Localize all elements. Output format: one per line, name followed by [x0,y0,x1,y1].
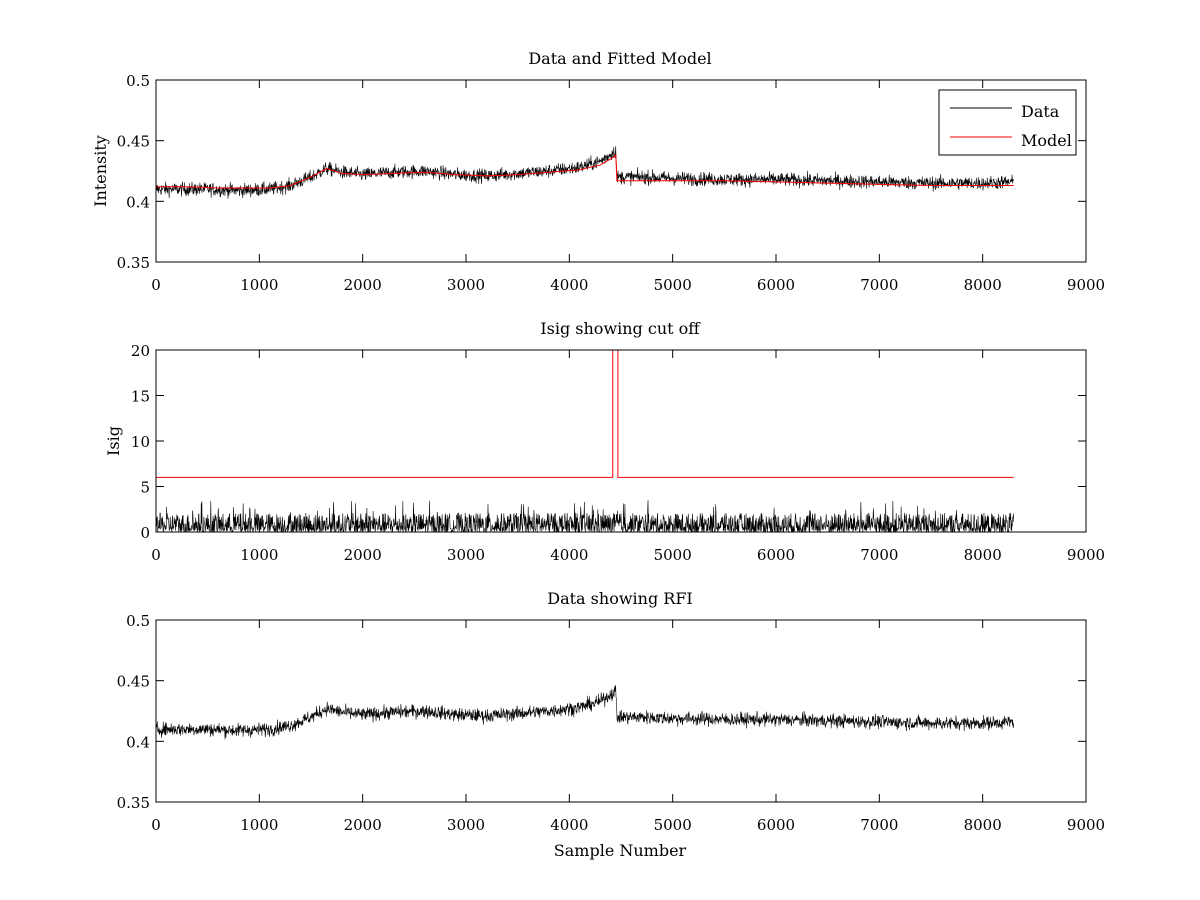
panel-3-series-1 [156,685,1014,740]
panel-2: Isig showing cut off Isig 0 1000 2000 3000 4… [104,319,1105,564]
panel-1-plot: 0 1000 2000 3000 4000 5000 6000 7000 8000 9000 0.3… [117,72,1106,294]
panel-2-title: Isig showing cut off [540,319,701,338]
panel-3-xtick-label: 5000 [654,816,692,834]
panel-2-xtick-label: 5000 [654,546,692,564]
panel-1-xtick-label: 3000 [447,276,485,294]
panel-3-plot: 0 1000 2000 3000 4000 5000 6000 7000 8000 9000 0.3… [117,612,1106,834]
panel-3-ytick-label: 0.45 [117,673,150,691]
legend-model-label: Model [1021,131,1072,150]
panel-1-xtick-label: 6000 [757,276,795,294]
panel-1-xtick-label: 2000 [344,276,382,294]
panel-3-xtick-label: 9000 [1067,816,1105,834]
panel-1-legend: Data Model [938,89,1077,156]
panel-2-ytick-label: 10 [131,433,150,451]
panel-1-series-2 [156,154,1014,189]
panel-1-axes-box [155,79,1087,263]
panel-3-axes-box [155,619,1087,803]
panel-1-xtick-label: 7000 [860,276,898,294]
panel-2-ytick-label: 5 [140,479,150,497]
panel-2-xtick-label: 6000 [757,546,795,564]
panel-3-xtick-label: 0 [151,816,161,834]
panel-3-ytick-label: 0.4 [126,733,150,751]
panel-2-series-2 [156,350,1014,478]
panel-2-xtick-label: 7000 [860,546,898,564]
panel-2-ytick-label: 20 [131,342,150,360]
panel-2-xtick-label: 4000 [550,546,588,564]
panel-2-xtick-label: 3000 [447,546,485,564]
panel-3-title: Data showing RFI [547,589,692,608]
panel-3-xtick-label: 6000 [757,816,795,834]
panel-2-ytick-label: 15 [131,388,150,406]
panel-1-xtick-label: 1000 [240,276,278,294]
panel-3-xtick-label: 3000 [447,816,485,834]
panel-1-xtick-label: 4000 [550,276,588,294]
panel-2-series-1 [156,500,1014,532]
panel-3-xtick-label: 1000 [240,816,278,834]
plot-area-2 [156,350,1014,532]
plot-area-3 [156,685,1014,740]
plot-area-1 [156,146,1014,199]
panel-1-title: Data and Fitted Model [528,49,711,68]
panel-1-ytick-label: 0.4 [126,193,150,211]
legend-data-label: Data [1021,102,1060,121]
panel-3-ytick-label: 0.35 [117,794,150,812]
panel-1: Data and Fitted Model Intensity 0 1000 200… [91,49,1105,294]
panel-2-plot: 0 1000 2000 3000 4000 5000 6000 7000 8000 9000 0 5 1… [131,342,1105,564]
panel-2-ytick-label: 0 [140,524,150,542]
panel-2-xtick-label: 1000 [240,546,278,564]
panel-2-ylabel: Isig [104,426,123,456]
panel-3-xtick-label: 7000 [860,816,898,834]
panel-1-ytick-label: 0.5 [126,72,150,90]
panel-1-ytick-label: 0.35 [117,254,150,272]
panel-3-xtick-label: 8000 [964,816,1002,834]
panel-1-series-1 [156,146,1014,199]
panel-1-xtick-label: 0 [151,276,161,294]
panel-1-xtick-label: 9000 [1067,276,1105,294]
panel-1-xtick-label: 8000 [964,276,1002,294]
panel-3-xlabel: Sample Number [554,841,687,860]
panel-2-xtick-label: 9000 [1067,546,1105,564]
panel-3-xtick-label: 4000 [550,816,588,834]
panel-1-ytick-label: 0.45 [117,133,150,151]
panel-2-xtick-label: 2000 [344,546,382,564]
panel-2-xtick-label: 8000 [964,546,1002,564]
panel-1-xtick-label: 5000 [654,276,692,294]
panel-1-ylabel: Intensity [91,135,110,207]
legend-box [938,89,1077,156]
panel-3: Data showing RFI Sample Number 0 1000 2000… [117,589,1106,860]
panel-3-ytick-label: 0.5 [126,612,150,630]
panel-3-xtick-label: 2000 [344,816,382,834]
panel-2-xtick-label: 0 [151,546,161,564]
